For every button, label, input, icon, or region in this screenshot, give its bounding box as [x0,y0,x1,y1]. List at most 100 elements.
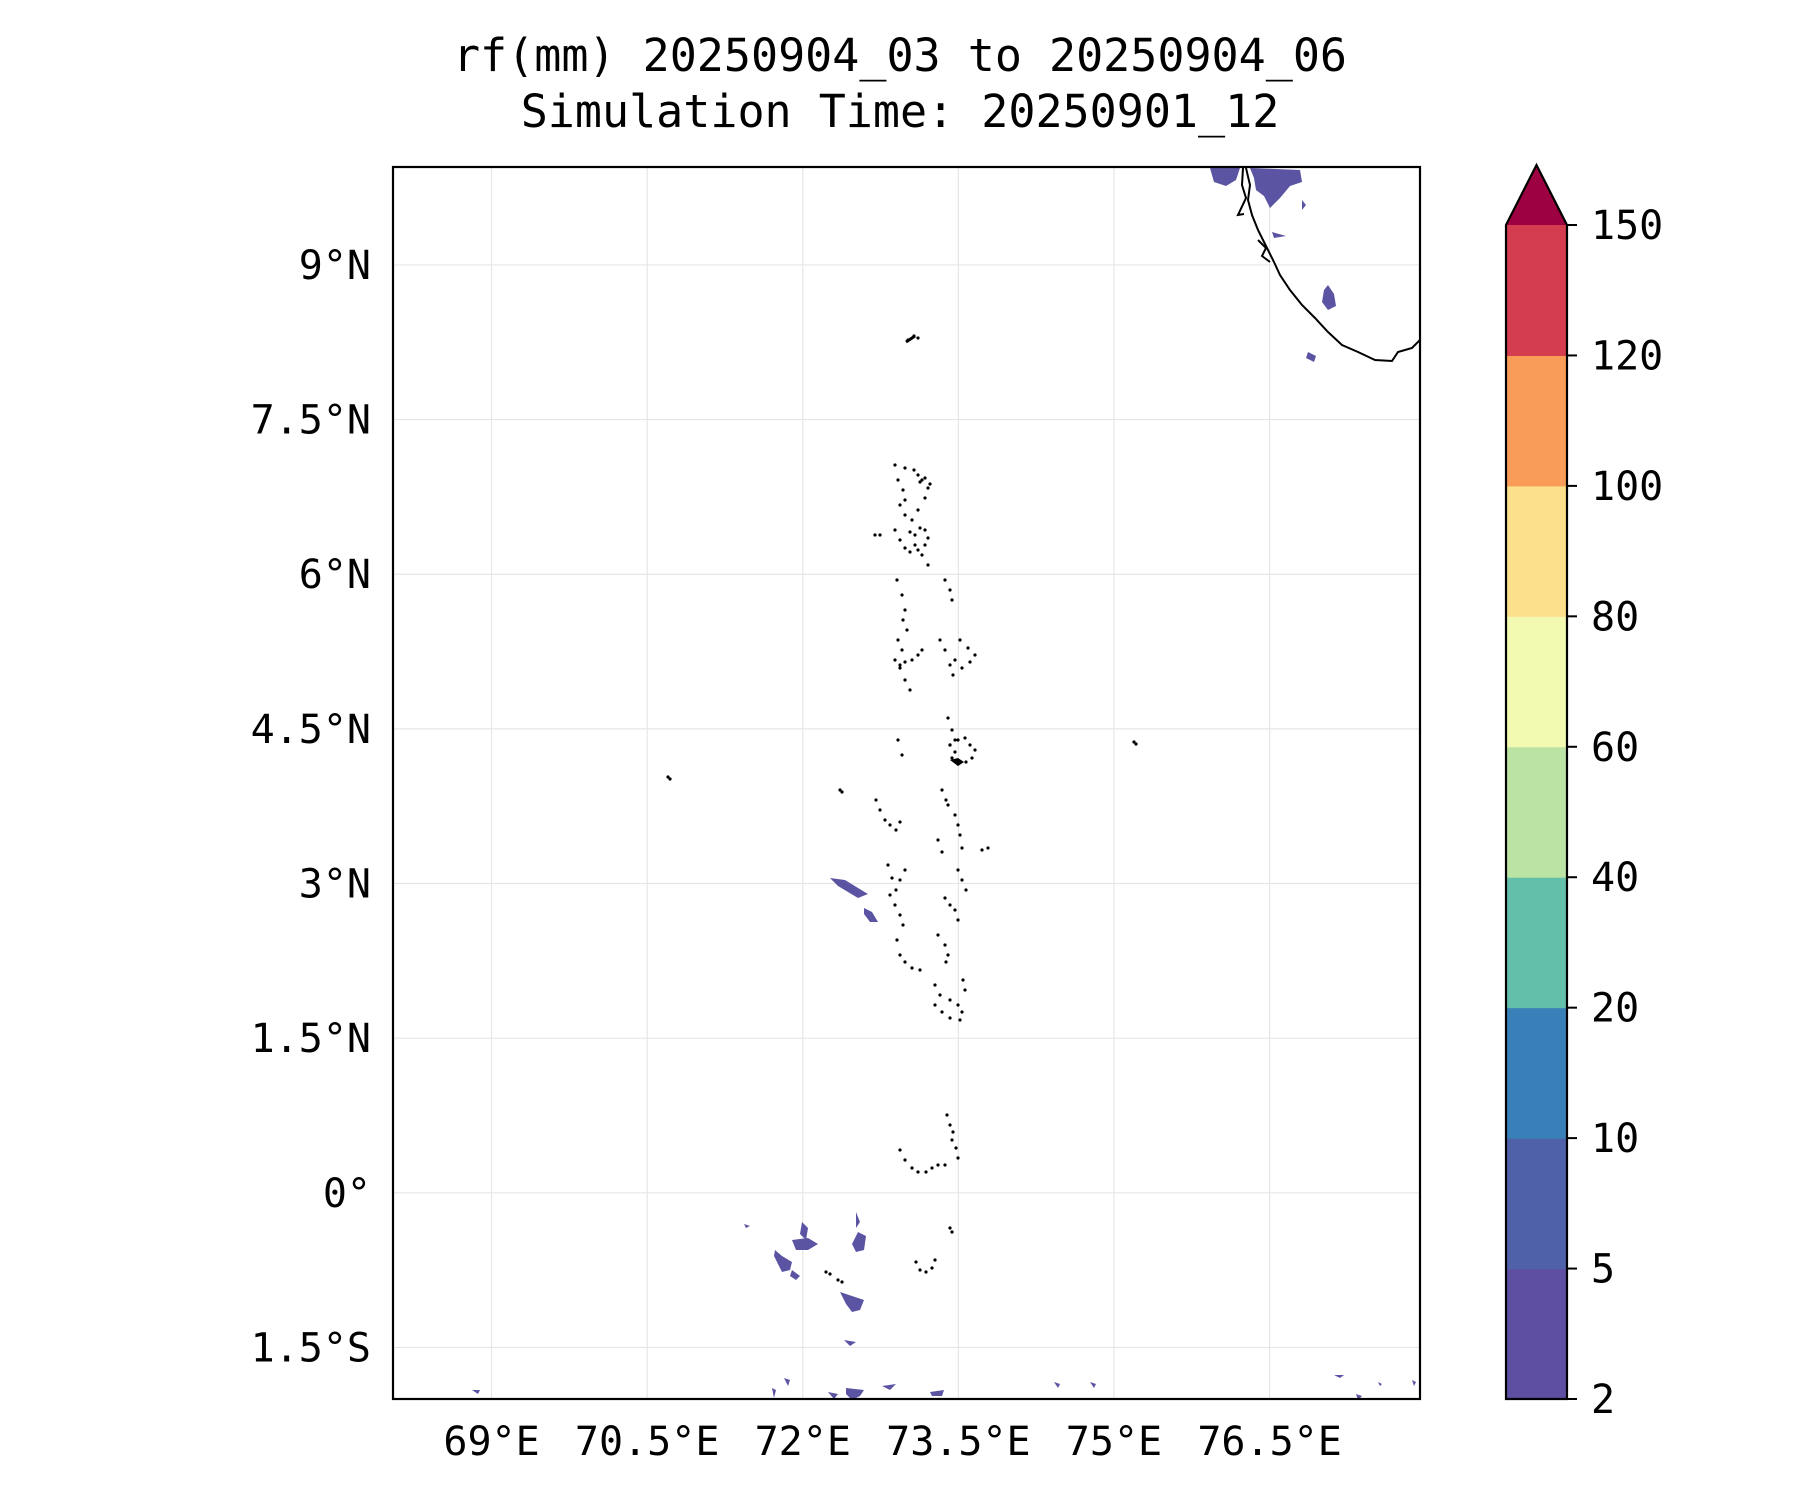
coastline [1236,167,1421,363]
rainfall-patch [844,1340,856,1346]
atoll-islet [961,978,965,982]
atoll-islet [920,648,924,652]
atoll-islet [946,953,950,957]
atoll-islet [901,618,905,622]
colorbar-tick-label: 10 [1591,1116,1639,1162]
atoll-islet [903,660,907,664]
atoll-islet [666,775,670,779]
atoll-islet [950,1138,954,1142]
rainfall-patch [792,1238,818,1250]
colorbar-segment [1506,746,1567,878]
atoll-islet [954,1146,958,1150]
atoll-islet [894,828,898,832]
rainfall-patch [774,1250,792,1272]
atoll-islet [883,818,887,822]
atoll-islet [933,983,937,987]
atoll-islet [893,903,897,907]
atoll-islet [903,868,907,872]
atoll-islet [903,513,907,517]
atoll-islet [824,1270,828,1274]
colorbar-tick-label: 40 [1591,855,1639,901]
lon-tick-label: 76.5°E [1197,1419,1342,1465]
atoll-islet [896,638,900,642]
atoll-islet [951,673,955,677]
atoll-islet [916,336,920,340]
lon-tick-label: 72°E [755,1419,851,1465]
atoll-islet [898,538,902,542]
rainfall-patch [1054,1382,1060,1388]
atoll-islet [950,1230,954,1234]
atoll-islet [910,1166,914,1170]
rainfall-patch [1412,1380,1416,1386]
lat-tick-label: 0° [323,1171,371,1217]
atoll-islet [903,498,907,502]
rainfall-patch [930,1390,944,1396]
colorbar-tick-label: 2 [1591,1377,1615,1423]
atoll-islet [943,896,947,900]
rainfall-patch [856,1212,860,1228]
atoll-islet [893,658,897,662]
map-area [391,165,1422,1401]
atoll-islet [964,760,968,764]
atoll-islet [946,716,950,720]
atoll-islet [963,736,967,740]
title-line-1: rf(mm) 20250904_03 to 20250904_06 [453,29,1347,82]
atoll-islet [953,908,957,912]
atoll-islet [936,933,940,937]
lon-tick-label: 75°E [1066,1419,1162,1465]
atoll-islet [898,953,902,957]
rainfall-patch [1090,1382,1096,1388]
atoll-islet [901,923,905,927]
atoll-islet [933,1258,937,1262]
rainfall-patch [1378,1382,1382,1386]
colorbar-segment [1506,1138,1567,1270]
atoll-islet [938,993,942,997]
atoll-islet [958,638,962,642]
rainfall-patch [1250,168,1302,208]
atoll-islet [948,1016,952,1020]
atoll-islet [1132,740,1136,744]
map-frame [391,165,1422,1401]
atoll-islet [923,496,927,500]
atoll-islet [963,988,967,992]
atoll-islet [1134,742,1138,746]
atoll-islet [923,528,927,532]
atoll-islet [901,488,905,492]
atoll-islet [945,1113,949,1117]
atoll-islet [916,653,920,657]
coastline-backwater [1257,239,1271,263]
rainfall-patch [846,1388,864,1400]
lon-tick-label: 70.5°E [575,1419,720,1465]
atoll-islet [924,1170,928,1174]
atoll-islet [950,756,954,760]
atoll-islet [895,938,899,942]
atoll-islet [893,528,897,532]
colorbar-tick-label: 150 [1591,203,1663,249]
colorbar-outline [1504,162,1569,1401]
atoll-islet [878,808,882,812]
atoll-islet [895,578,899,582]
atoll-islet [940,788,944,792]
atoll-islet [898,666,902,670]
atoll-islet [943,943,947,947]
atoll-islet [918,526,922,530]
longitude-tick-labels: 69°E 70.5°E 72°E 73.5°E 75°E 76.5°E [443,1419,1341,1465]
atoll-islet [903,678,907,682]
colorbar-tick-label: 60 [1591,725,1639,771]
atoll-islet [923,476,927,480]
map-background [393,167,1420,1399]
atoll-islet [940,850,944,854]
lat-tick-label: 3°N [299,862,371,908]
rainfall-patch [472,1390,480,1394]
atoll-islet [960,666,964,670]
coastline-inlet [1236,167,1248,217]
atoll-islet [936,1163,940,1167]
latitude-tick-labels: 9°N 7.5°N 6°N 4.5°N 3°N 1.5°N 0° 1.5°S [251,243,371,1372]
atoll-islet [948,998,952,1002]
atoll-islet [964,888,968,892]
atoll-islet [900,648,904,652]
colorbar-segment [1506,355,1567,487]
lon-tick-label: 73.5°E [886,1419,1031,1465]
colorbar-segment [1506,1268,1567,1400]
